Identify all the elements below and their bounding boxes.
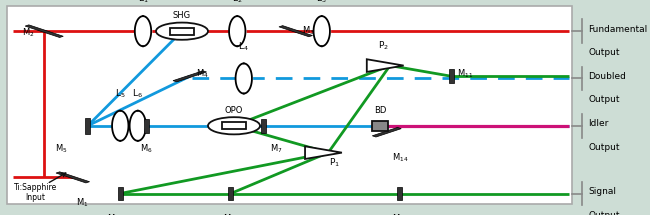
Text: L$_{6}$: L$_{6}$ bbox=[133, 88, 143, 100]
Text: Ti:Sapphire
Input: Ti:Sapphire Input bbox=[14, 183, 57, 202]
Text: Idler: Idler bbox=[588, 119, 608, 128]
Text: M$_{7}$: M$_{7}$ bbox=[270, 143, 283, 155]
Polygon shape bbox=[372, 127, 401, 137]
Text: BD: BD bbox=[374, 106, 387, 115]
Polygon shape bbox=[367, 59, 404, 72]
Text: L$_{3}$: L$_{3}$ bbox=[317, 0, 327, 5]
Polygon shape bbox=[228, 186, 233, 200]
Polygon shape bbox=[85, 118, 90, 134]
Text: Output: Output bbox=[588, 48, 619, 57]
Text: OPO: OPO bbox=[225, 106, 243, 115]
Text: Fundamental: Fundamental bbox=[588, 25, 647, 34]
Circle shape bbox=[208, 117, 260, 134]
Bar bbox=[170, 28, 194, 35]
Text: Output: Output bbox=[588, 210, 619, 215]
Text: Doubled: Doubled bbox=[588, 72, 626, 81]
Text: M$_{10}$: M$_{10}$ bbox=[222, 213, 239, 215]
Polygon shape bbox=[305, 146, 342, 159]
Bar bbox=[222, 122, 246, 129]
Polygon shape bbox=[56, 172, 90, 183]
Text: L$_{4}$: L$_{4}$ bbox=[239, 40, 249, 53]
Text: M$_{5}$: M$_{5}$ bbox=[55, 143, 68, 155]
Bar bbox=[372, 121, 388, 131]
Polygon shape bbox=[118, 186, 123, 200]
Text: M$_{11}$: M$_{11}$ bbox=[457, 68, 473, 80]
Text: P$_1$: P$_1$ bbox=[330, 156, 340, 169]
Text: M$_{9}$: M$_{9}$ bbox=[107, 213, 120, 215]
Polygon shape bbox=[173, 71, 207, 82]
Text: M$_{4}$: M$_{4}$ bbox=[196, 68, 209, 80]
Text: M$_{13}$: M$_{13}$ bbox=[391, 213, 408, 215]
Polygon shape bbox=[449, 69, 454, 83]
Text: M$_{1}$: M$_{1}$ bbox=[76, 197, 89, 209]
Text: Signal: Signal bbox=[588, 187, 616, 196]
Polygon shape bbox=[397, 186, 402, 200]
Text: L$_{1}$: L$_{1}$ bbox=[138, 0, 148, 5]
Text: M$_{2}$: M$_{2}$ bbox=[21, 27, 34, 39]
Bar bbox=[6, 6, 572, 204]
Text: SHG: SHG bbox=[173, 11, 191, 20]
Text: M$_{6}$: M$_{6}$ bbox=[140, 143, 153, 155]
Text: M$_{14}$: M$_{14}$ bbox=[391, 152, 408, 164]
Text: P$_2$: P$_2$ bbox=[378, 39, 389, 52]
Text: M$_{3}$: M$_{3}$ bbox=[302, 25, 315, 37]
Text: Output: Output bbox=[588, 143, 619, 152]
Text: L$_{2}$: L$_{2}$ bbox=[232, 0, 242, 5]
Circle shape bbox=[156, 23, 208, 40]
Polygon shape bbox=[279, 26, 313, 37]
Polygon shape bbox=[261, 119, 266, 133]
Polygon shape bbox=[144, 119, 149, 133]
Polygon shape bbox=[25, 25, 63, 37]
Text: L$_{5}$: L$_{5}$ bbox=[115, 88, 125, 100]
Text: Output: Output bbox=[588, 95, 619, 104]
